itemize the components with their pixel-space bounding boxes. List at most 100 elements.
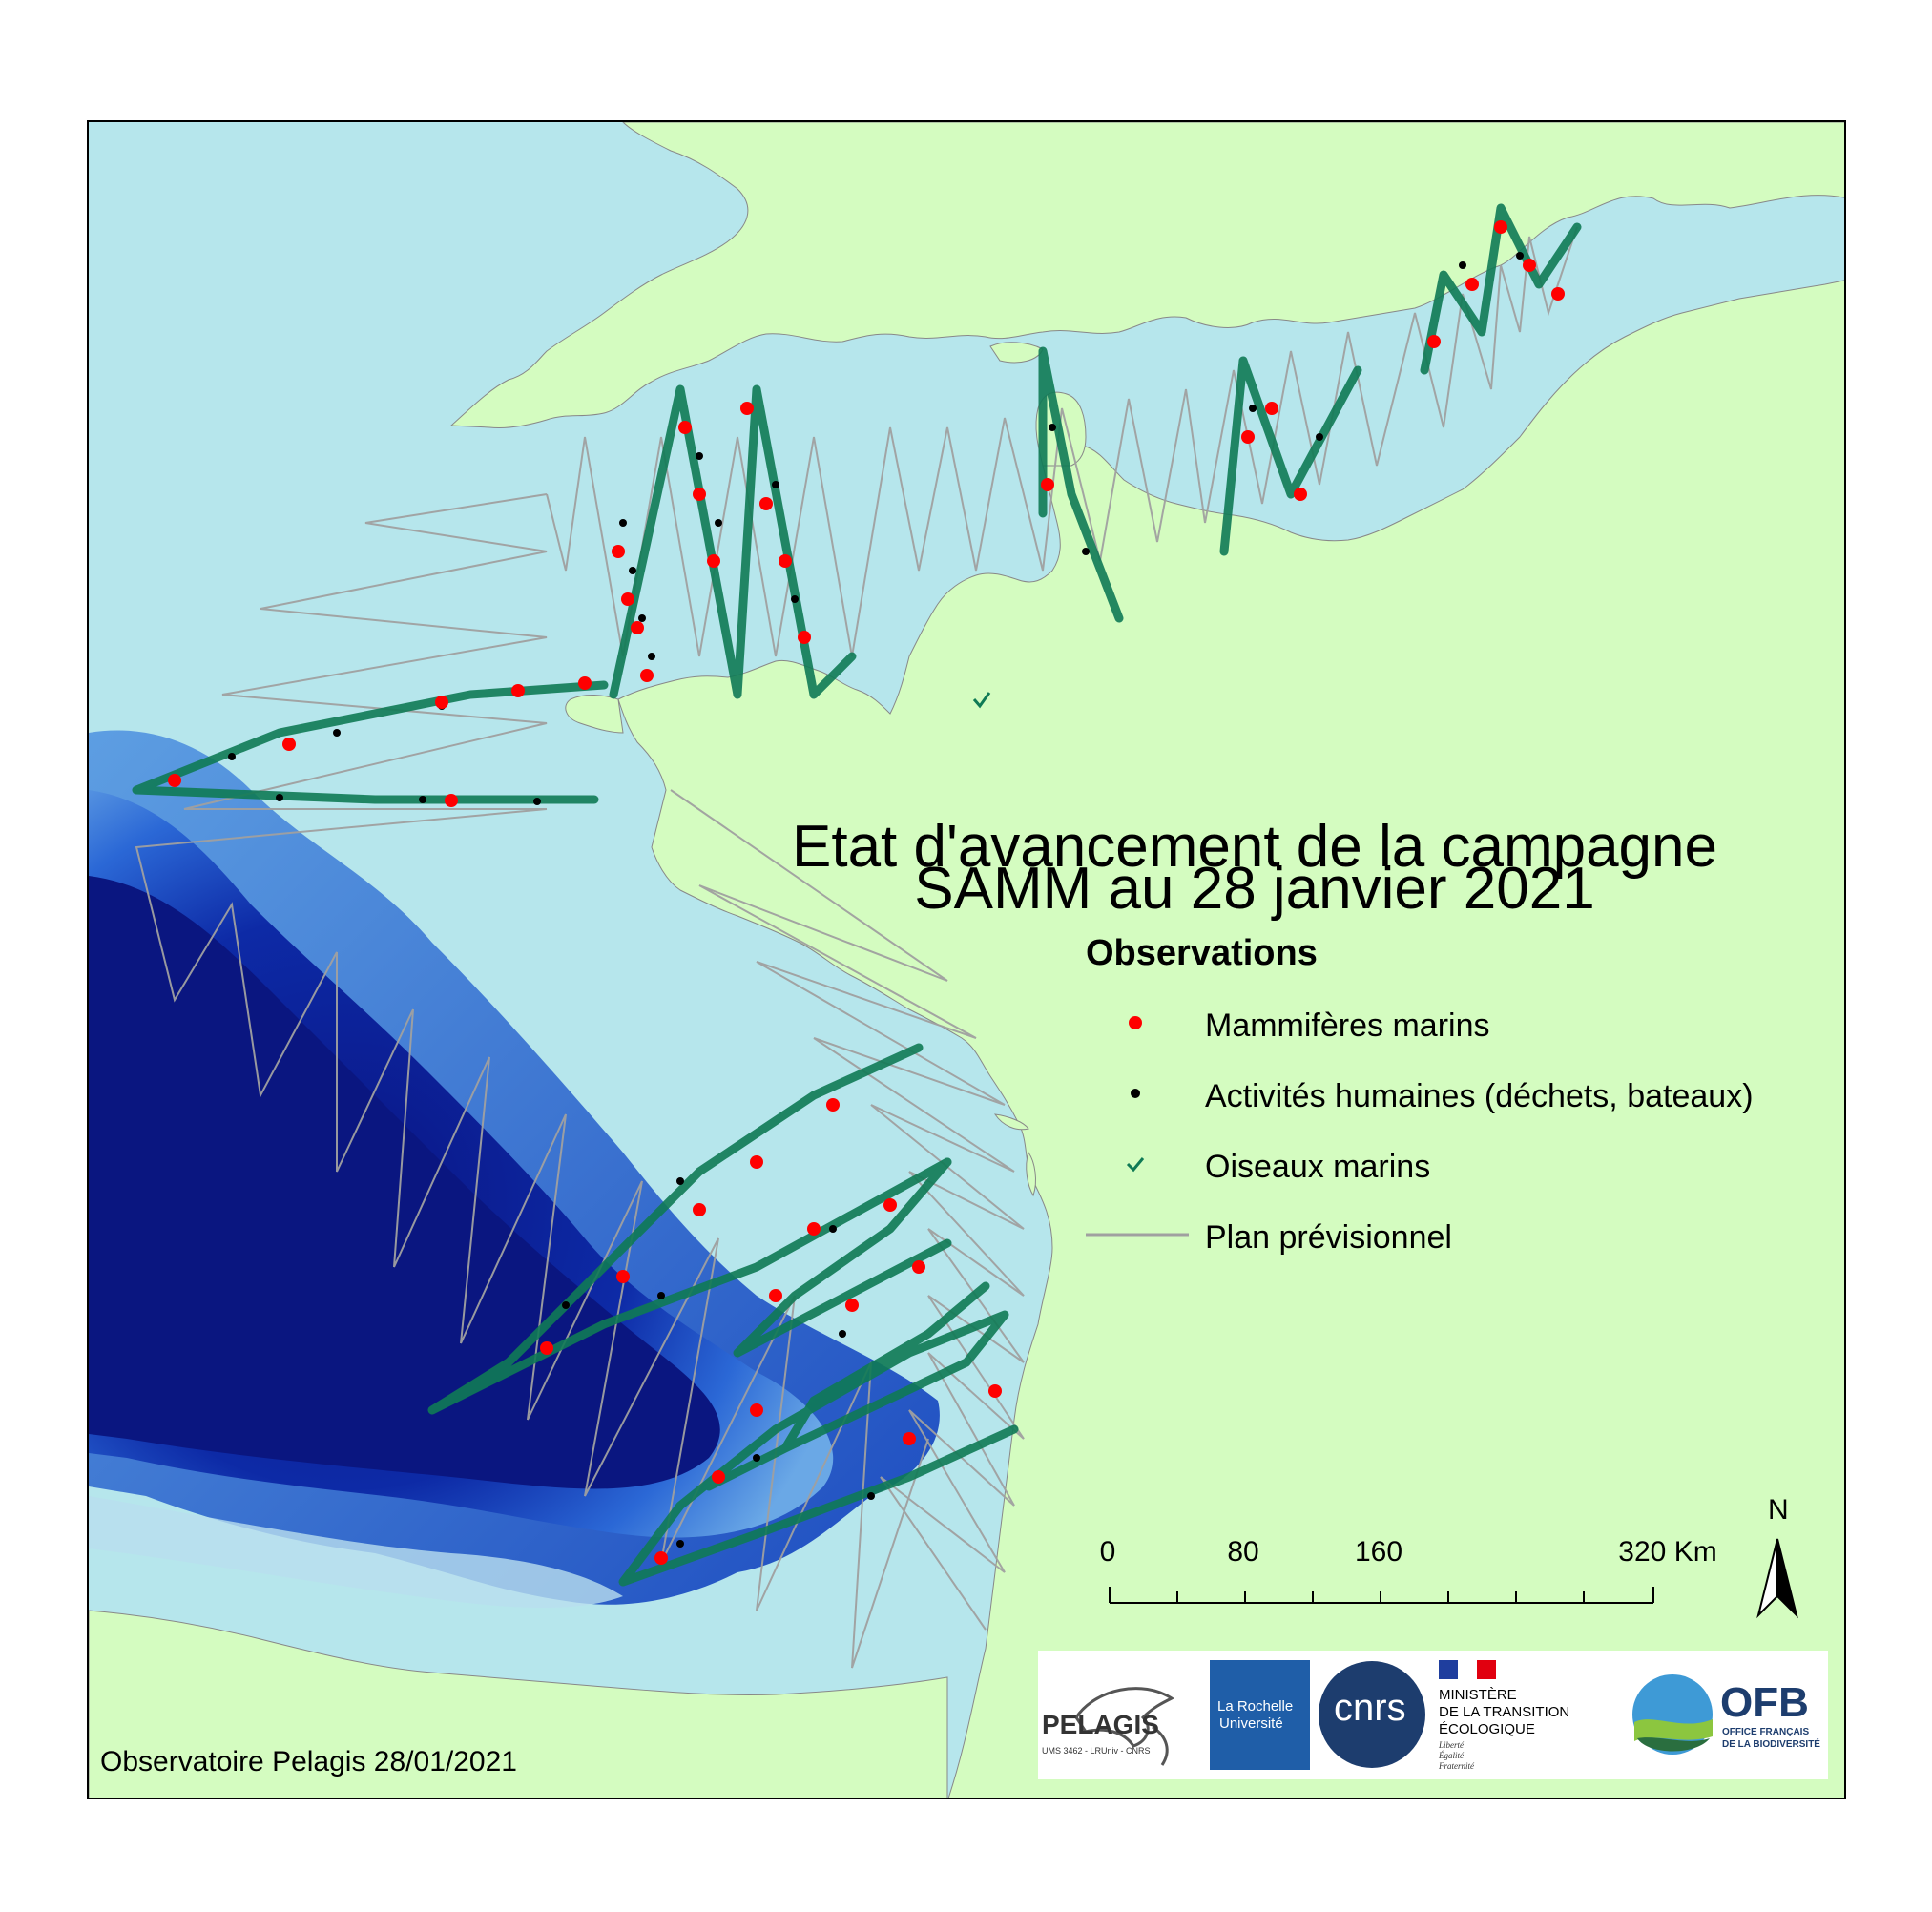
mammal-dot bbox=[707, 554, 720, 568]
deep-sea-core bbox=[89, 876, 720, 1489]
activity-dot bbox=[419, 796, 426, 803]
mammal-dot bbox=[769, 1289, 782, 1302]
mammal-dot bbox=[740, 402, 754, 415]
track-biscay-2 bbox=[733, 1157, 952, 1358]
mammal-dot bbox=[631, 621, 644, 634]
mammal-dot bbox=[779, 554, 792, 568]
mammal-dot bbox=[168, 774, 181, 787]
activity-dot bbox=[867, 1492, 875, 1500]
grey-line-icon bbox=[1086, 1233, 1189, 1237]
pelagis-text: PELAGIS bbox=[1042, 1710, 1159, 1739]
map-title-line1: Etat d'avancement de la campagne bbox=[791, 814, 1718, 880]
mammal-dot bbox=[807, 1222, 821, 1236]
activity-dot bbox=[1516, 252, 1524, 260]
mammal-dot bbox=[540, 1341, 553, 1355]
ofb-sub-1: OFFICE FRANÇAIS bbox=[1722, 1727, 1810, 1737]
land-island-re bbox=[993, 1113, 1029, 1131]
land-brittany-tip bbox=[565, 695, 624, 734]
activity-dot bbox=[638, 614, 646, 622]
ministere-motto-1: Liberté bbox=[1439, 1740, 1464, 1750]
mammal-dot bbox=[640, 669, 654, 682]
land-england bbox=[449, 122, 1844, 428]
plan-channel bbox=[546, 226, 1578, 657]
mammal-dot bbox=[1494, 220, 1507, 234]
logo-ofb: OFB OFFICE FRANÇAIS DE LA BIODIVERSITÉ bbox=[1630, 1651, 1828, 1779]
mammal-dot bbox=[826, 1098, 840, 1112]
activity-dot bbox=[1049, 424, 1056, 431]
scale-label-0: 0 bbox=[1099, 1536, 1116, 1568]
plan-biscay-east bbox=[670, 789, 1025, 1631]
mammal-dot bbox=[988, 1384, 1002, 1398]
scale-label-80: 80 bbox=[1227, 1536, 1259, 1568]
mammal-dot bbox=[1465, 278, 1479, 291]
ofb-text: OFB bbox=[1720, 1679, 1809, 1726]
mammal-dot bbox=[750, 1403, 763, 1417]
cnrs-circle-icon bbox=[1319, 1661, 1425, 1768]
mammal-dot bbox=[616, 1270, 630, 1283]
mammal-dot bbox=[678, 421, 692, 434]
legend-label-mammals: Mammifères marins bbox=[1205, 1008, 1490, 1044]
ministere-text-3: ÉCOLOGIQUE bbox=[1439, 1721, 1535, 1737]
mammal-dot bbox=[621, 592, 634, 606]
plan-celtic bbox=[183, 493, 548, 810]
logo-pelagis: PELAGIS UMS 3462 - LRUniv - CNRS bbox=[1038, 1651, 1191, 1779]
track-biscay-3 bbox=[618, 1281, 1019, 1587]
legend-item-human-activities: Activités humaines (déchets, bateaux) bbox=[1086, 1074, 1849, 1122]
mammal-dot bbox=[445, 794, 458, 807]
mammal-dot bbox=[798, 631, 811, 644]
mammal-dot bbox=[282, 738, 296, 751]
logo-ministere: MINISTÈRE DE LA TRANSITION ÉCOLOGIQUE Li… bbox=[1434, 1651, 1625, 1779]
dolphin-icon bbox=[1074, 1687, 1174, 1766]
land-spain bbox=[89, 1610, 948, 1798]
track-celtic bbox=[132, 680, 609, 804]
cnrs-text: cnrs bbox=[1334, 1687, 1406, 1729]
activity-dot bbox=[333, 729, 341, 737]
mammal-dot bbox=[435, 696, 448, 709]
scale-label-320: 320 Km bbox=[1618, 1536, 1717, 1568]
mammal-dot bbox=[578, 676, 592, 690]
track-channel-3 bbox=[1219, 356, 1362, 556]
mammal-dot bbox=[1523, 259, 1536, 272]
ministere-text-1: MINISTÈRE bbox=[1439, 1687, 1517, 1703]
legend-item-mammals: Mammifères marins bbox=[1086, 1004, 1849, 1051]
north-arrow-icon bbox=[1756, 1538, 1798, 1619]
bird-checkmark-icon bbox=[972, 692, 991, 709]
mammal-dot bbox=[1265, 402, 1278, 415]
ministere-text-2: DE LA TRANSITION bbox=[1439, 1704, 1570, 1720]
activity-dot bbox=[676, 1540, 684, 1548]
map-canvas bbox=[89, 122, 1844, 1798]
mammal-dot bbox=[511, 684, 525, 697]
mammal-dot bbox=[654, 1551, 668, 1565]
mammal-dot bbox=[1427, 335, 1441, 348]
mammal-dot bbox=[912, 1260, 925, 1274]
activity-dot bbox=[791, 595, 799, 603]
shelf-light-band bbox=[89, 1496, 623, 1608]
la-rochelle-text-1: La Rochelle bbox=[1217, 1698, 1294, 1715]
mammal-dot bbox=[712, 1470, 725, 1484]
logo-panel: PELAGIS UMS 3462 - LRUniv - CNRS La Roch… bbox=[1038, 1651, 1828, 1779]
activity-dot bbox=[772, 481, 779, 488]
mammal-dot bbox=[759, 497, 773, 510]
track-channel-2 bbox=[1038, 346, 1124, 623]
activity-dot bbox=[696, 452, 703, 460]
activity-dot bbox=[228, 753, 236, 760]
la-rochelle-text-2: Université bbox=[1219, 1715, 1283, 1732]
activity-dot bbox=[839, 1330, 846, 1338]
legend-title: Observations bbox=[1086, 933, 1318, 973]
activity-dot bbox=[276, 794, 283, 801]
track-biscay-1 bbox=[427, 1043, 952, 1415]
completed-tracks-green bbox=[132, 203, 1582, 1587]
credit-text: Observatoire Pelagis 28/01/2021 bbox=[100, 1746, 517, 1777]
activity-dot bbox=[629, 567, 636, 574]
mammal-dot bbox=[1041, 478, 1054, 491]
pelagis-subtext: UMS 3462 - LRUniv - CNRS bbox=[1042, 1746, 1151, 1756]
activity-dot bbox=[829, 1225, 837, 1233]
activity-dot bbox=[619, 519, 627, 527]
activity-dot bbox=[533, 798, 541, 805]
marine-mammal-observations bbox=[168, 220, 1565, 1565]
activity-dot bbox=[562, 1301, 570, 1309]
activity-dot bbox=[1082, 548, 1090, 555]
ministere-motto-3: Fraternité bbox=[1439, 1761, 1474, 1771]
activity-dot bbox=[1459, 261, 1466, 269]
activity-dot bbox=[715, 519, 722, 527]
